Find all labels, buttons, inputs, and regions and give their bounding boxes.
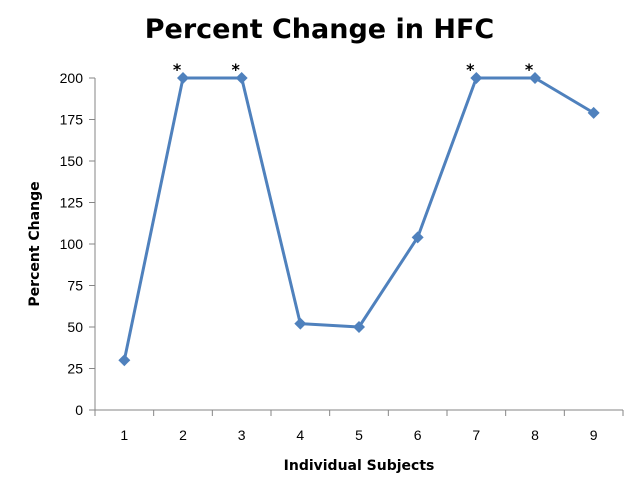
- y-tick-label: 175: [60, 112, 84, 128]
- data-point: [294, 317, 307, 330]
- data-point: [353, 321, 365, 333]
- x-tick-label: 6: [414, 427, 422, 443]
- y-axis-title: Percent Change: [27, 181, 43, 306]
- x-tick-label: 1: [120, 427, 128, 443]
- y-tick-label: 25: [67, 361, 83, 377]
- y-tick-label: 0: [75, 402, 83, 418]
- x-tick-label: 8: [531, 427, 539, 443]
- x-tick-label: 7: [472, 427, 480, 443]
- x-tick-labels: 1 2 3 4 5 6 7 8 9: [120, 427, 597, 443]
- x-tick-label: 5: [355, 427, 363, 443]
- data-point: [470, 72, 483, 84]
- data-point: [587, 106, 600, 119]
- significance-star: *: [466, 60, 475, 79]
- annotation-group: * * * *: [173, 60, 534, 79]
- data-point: [177, 72, 189, 84]
- x-tick-label: 3: [238, 427, 246, 443]
- x-tick-label: 9: [590, 427, 598, 443]
- data-point: [235, 72, 248, 84]
- significance-star: *: [525, 60, 534, 79]
- y-tick-label: 200: [60, 70, 84, 86]
- y-tick-label: 125: [60, 195, 84, 211]
- significance-star: *: [231, 60, 240, 79]
- series-line: [122, 76, 595, 361]
- x-tick-label: 4: [296, 427, 304, 443]
- axes: [89, 77, 624, 416]
- y-tick-label: 150: [60, 153, 84, 169]
- data-point: [118, 354, 131, 367]
- chart-title: Percent Change in HFC: [144, 14, 495, 45]
- y-tick-label: 100: [60, 236, 84, 252]
- data-point: [529, 72, 541, 84]
- y-tick-label: 50: [67, 319, 83, 335]
- data-point: [411, 231, 424, 244]
- y-tick-labels: 0 25 50 75 100 125 150 175 200: [60, 70, 84, 418]
- data-point-group: [118, 72, 600, 367]
- series-line-group: [122, 76, 595, 361]
- significance-star: *: [173, 60, 182, 79]
- x-tick-label: 2: [179, 427, 187, 443]
- x-axis-title: Individual Subjects: [284, 458, 435, 474]
- y-tick-label: 75: [67, 278, 83, 294]
